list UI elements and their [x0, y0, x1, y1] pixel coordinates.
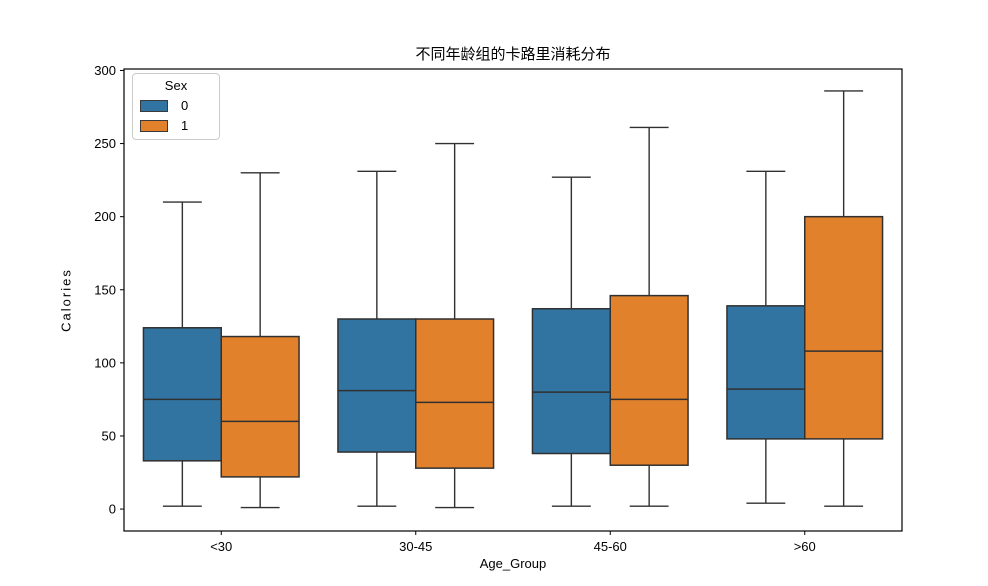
y-tick-label-300: 300	[94, 63, 116, 78]
y-tick-label-0: 0	[109, 502, 116, 517]
chart-title: 不同年龄组的卡路里消耗分布	[415, 46, 611, 63]
box-45-60-sex1	[609, 126, 689, 507]
legend-entry-sex0: 0	[133, 98, 219, 113]
y-tick-label-250: 250	[94, 136, 116, 151]
y-tick-label-150: 150	[94, 282, 116, 297]
legend: Sex 0 1	[132, 73, 220, 140]
box->60-sex0	[726, 170, 806, 504]
box-30-45-sex0	[337, 170, 417, 507]
legend-label-sex1: 1	[181, 118, 189, 133]
legend-entry-sex1: 1	[133, 118, 219, 133]
x-tick-label-30-45: 30-45	[399, 539, 432, 554]
box-<30-sex0	[142, 201, 222, 507]
legend-title: Sex	[164, 78, 188, 93]
y-axis-label: Calories	[58, 268, 74, 332]
y-tick-label-100: 100	[94, 355, 116, 370]
x-axis-label: Age_Group	[479, 556, 547, 571]
y-tick-label-200: 200	[94, 209, 116, 224]
box-45-60-sex0	[531, 176, 612, 507]
box->60-sex1	[804, 90, 884, 507]
legend-label-sex0: 0	[181, 98, 189, 113]
x-tick-label-45-60: 45-60	[594, 539, 627, 554]
legend-swatch-sex1	[140, 119, 168, 132]
x-tick-label-<30: <30	[210, 539, 232, 554]
box-30-45-sex1	[415, 142, 495, 509]
legend-swatch-sex0	[140, 99, 168, 112]
x-tick-label->60: >60	[794, 539, 816, 554]
box-<30-sex1	[220, 172, 300, 509]
axes-frame	[123, 68, 903, 532]
y-tick-label-50: 50	[102, 428, 116, 443]
